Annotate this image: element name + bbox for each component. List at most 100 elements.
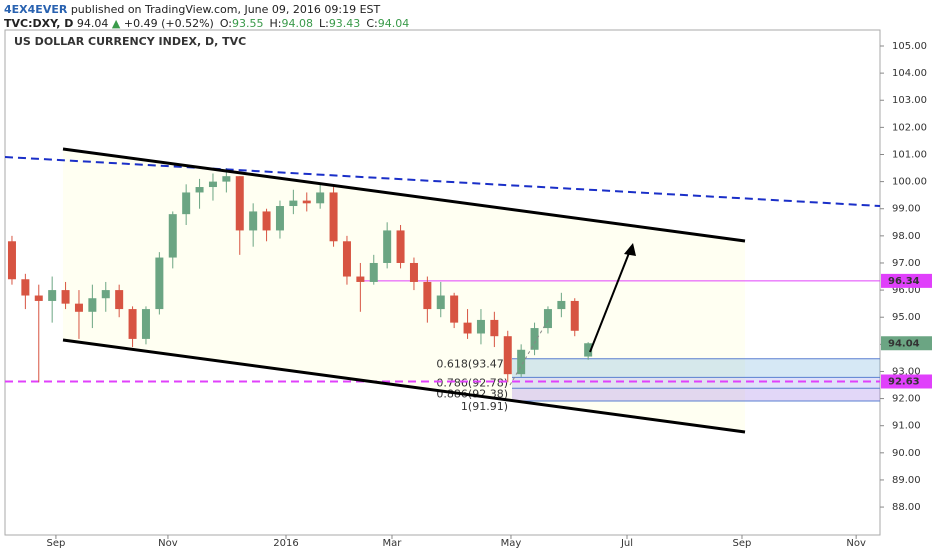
candle-body: [195, 187, 204, 193]
change-arrow: ▲: [112, 17, 121, 30]
price-badge-label: 92.63: [888, 376, 920, 387]
candle-body: [235, 176, 244, 231]
y-tick-label: 90.00: [892, 448, 921, 459]
candle-body: [409, 262, 418, 282]
symbol: TVC:DXY, D: [4, 17, 73, 30]
y-tick-label: 96.00: [892, 285, 921, 296]
y-tick-label: 102.00: [892, 122, 927, 133]
candle-body: [182, 192, 191, 215]
plot-frame: [4, 29, 881, 536]
candle-body: [396, 230, 405, 263]
ohlc-value: 93.43: [329, 17, 361, 30]
candle-body: [101, 290, 110, 299]
candle-body: [155, 257, 164, 310]
x-tick-label: 2016: [273, 538, 298, 549]
y-tick-label: 92.00: [892, 394, 921, 405]
ohlc-key: C:: [366, 17, 377, 30]
fib-zone: [512, 388, 880, 402]
ohlc-value: 93.55: [232, 17, 264, 30]
candle-body: [21, 279, 30, 296]
candle-body: [249, 211, 258, 231]
fib-zone: [512, 377, 880, 389]
x-tick-label: May: [501, 538, 522, 549]
last-price: 94.04: [77, 17, 109, 30]
candle-body: [302, 200, 311, 204]
candle-body: [463, 322, 472, 334]
y-tick-label: 89.00: [892, 475, 921, 486]
publisher: 4EX4EVER: [4, 3, 68, 16]
candle-body: [141, 309, 150, 339]
price-badge: [881, 336, 932, 351]
price-badge-label: 96.34: [888, 276, 920, 287]
fib-label: 1(91.91): [461, 400, 508, 413]
candle-body: [517, 349, 526, 375]
candle-body: [383, 230, 392, 263]
x-tick-label: Jul: [620, 538, 633, 549]
y-tick-label: 103.00: [892, 95, 927, 106]
y-tick-label: 95.00: [892, 312, 921, 323]
change: +0.49 (+0.52%): [124, 17, 214, 30]
candle-body: [476, 319, 485, 334]
candle-body: [289, 200, 298, 207]
candle-body: [356, 276, 365, 282]
channel-lower: [62, 338, 746, 434]
candle-body: [450, 295, 459, 323]
candle-body: [34, 295, 43, 301]
candle-body: [88, 298, 97, 312]
x-tick-label: Nov: [846, 538, 866, 549]
chart-title: US DOLLAR CURRENCY INDEX, D, TVC: [14, 35, 246, 48]
price-badge: [881, 273, 932, 288]
x-tick-label: Nov: [158, 538, 178, 549]
candle-body: [369, 262, 378, 282]
fib-label: 0.786(92.78): [436, 376, 508, 389]
y-tick-label: 91.00: [892, 421, 921, 432]
ohlc-key: H:: [269, 17, 281, 30]
candle-body: [7, 241, 16, 280]
y-tick-label: 99.00: [892, 204, 921, 215]
header-line-1: 4EX4EVER published on TradingView.com, J…: [4, 3, 381, 16]
candle-body: [48, 290, 57, 301]
ohlc-key: L:: [319, 17, 329, 30]
candle-body: [436, 295, 445, 310]
candle-body: [543, 309, 552, 329]
candle-body: [503, 336, 512, 375]
plot: 88.0089.0090.0091.0092.0093.0094.0095.00…: [5, 41, 932, 549]
candle-body: [342, 241, 351, 277]
candle-body: [61, 290, 70, 304]
published: published on TradingView.com, June 09, 2…: [71, 3, 381, 16]
y-tick-label: 88.00: [892, 502, 921, 513]
y-tick-label: 93.00: [892, 366, 921, 377]
arrow: [589, 247, 632, 353]
ohlc: O:93.55 H:94.08 L:93.43 C:94.04: [220, 17, 409, 30]
y-tick-label: 101.00: [892, 149, 927, 160]
fib-trend: [509, 319, 549, 386]
candle-body: [275, 206, 284, 231]
x-tick-label: Mar: [383, 538, 403, 549]
fib-label: 0.618(93.47): [436, 358, 508, 371]
candle-body: [128, 309, 137, 339]
y-tick-label: 98.00: [892, 231, 921, 242]
candle-body: [490, 319, 499, 337]
x-tick-label: Sep: [733, 538, 752, 549]
candle-body: [584, 343, 593, 357]
candle-body: [222, 176, 231, 182]
header-line-2: TVC:DXY, D 94.04 ▲ +0.49 (+0.52%) O:93.55…: [4, 17, 409, 30]
y-tick-label: 105.00: [892, 41, 927, 52]
ohlc-key: O:: [220, 17, 232, 30]
ohlc-value: 94.04: [378, 17, 410, 30]
candle-body: [208, 181, 217, 188]
y-tick-label: 100.00: [892, 177, 927, 188]
ohlc-value: 94.08: [281, 17, 313, 30]
resistance-dashed: [4, 156, 881, 207]
candle-body: [115, 290, 124, 310]
channel-upper: [62, 147, 746, 243]
arrow-head: [624, 243, 636, 256]
y-tick-label: 97.00: [892, 258, 921, 269]
price-badge-label: 94.04: [888, 338, 920, 349]
y-tick-label: 104.00: [892, 68, 927, 79]
x-tick-label: Sep: [46, 538, 65, 549]
price-badge: [881, 374, 932, 389]
channel-fill: [63, 149, 745, 432]
